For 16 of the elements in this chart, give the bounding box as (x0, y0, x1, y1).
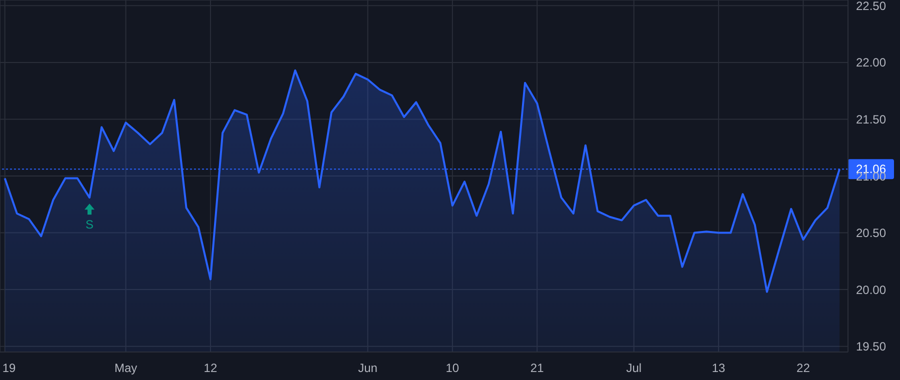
y-tick-label: 20.00 (856, 282, 886, 297)
x-tick-label: 13 (712, 361, 726, 375)
x-tick-label: 21 (530, 361, 544, 375)
y-tick-label: 20.50 (856, 226, 886, 240)
x-tick-label: 10 (446, 361, 460, 375)
y-tick-label: 21.50 (856, 112, 886, 126)
x-tick-label: Jun (358, 361, 378, 375)
annotation: S (86, 218, 94, 232)
y-tick-label: 22.00 (856, 56, 886, 70)
x-tick-label: 19 (2, 361, 16, 375)
y-tick-label: 22.50 (856, 0, 886, 13)
y-tick-label: 19.50 (856, 340, 886, 354)
x-tick-label: 12 (204, 361, 218, 375)
x-tick-label: 22 (796, 361, 810, 375)
x-tick-label: May (114, 361, 138, 375)
x-tick-label: Jul (626, 361, 642, 375)
